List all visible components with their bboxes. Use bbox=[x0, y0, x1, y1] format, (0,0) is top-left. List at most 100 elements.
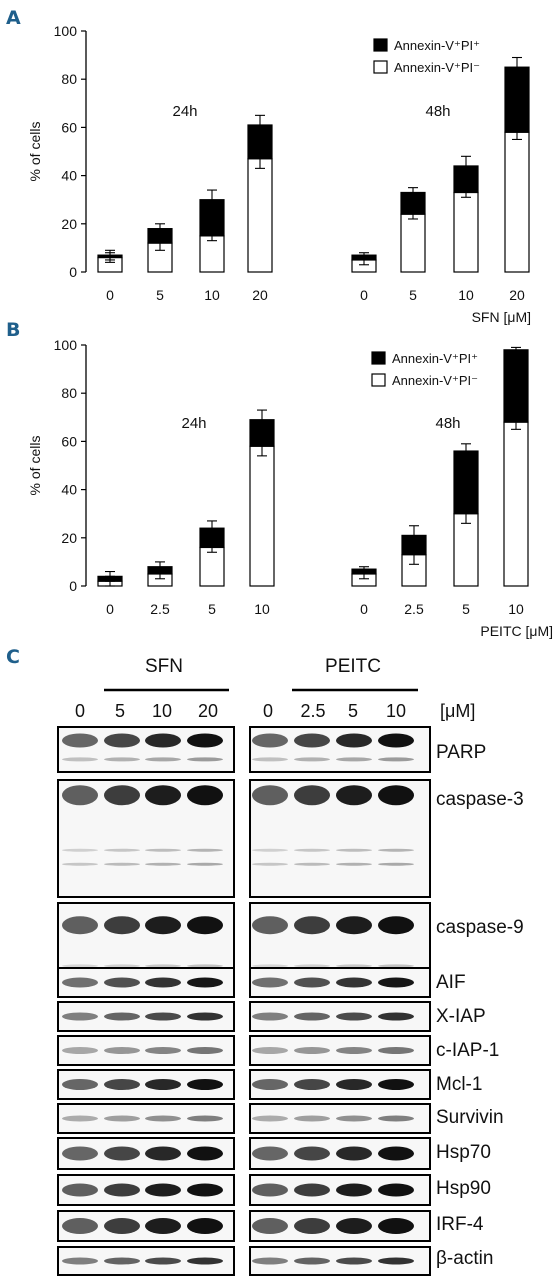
chart-a-legend-swatch-0 bbox=[373, 38, 388, 52]
blot-label-8: Hsp70 bbox=[436, 1142, 491, 1163]
blot-row-parp: PARP bbox=[57, 726, 486, 773]
band-sfn-1-0-2 bbox=[145, 785, 181, 806]
chart-a-y-axis-label: % of cells bbox=[27, 122, 43, 182]
band-peitc-10-0-0 bbox=[252, 1218, 288, 1234]
band-sfn-0-0-2 bbox=[145, 733, 181, 748]
blot-label-11: β-actin bbox=[436, 1248, 493, 1269]
band-sfn-2-0-3 bbox=[187, 916, 223, 935]
chart-b-bar-white-6 bbox=[453, 513, 479, 587]
band-sfn-0-1-2 bbox=[145, 757, 181, 762]
band-sfn-5-0-2 bbox=[145, 1047, 181, 1054]
chart-b-y-tick-label-0: 0 bbox=[69, 578, 77, 594]
chart-b-x-tick-label-6: 5 bbox=[462, 601, 470, 617]
band-sfn-8-0-0 bbox=[62, 1146, 98, 1161]
band-peitc-10-0-3 bbox=[378, 1218, 414, 1234]
blot-row-irf-4: IRF-4 bbox=[57, 1210, 484, 1242]
chart-b-bar-black-6 bbox=[453, 450, 479, 515]
chart-b-x-tick-label-7: 10 bbox=[508, 601, 524, 617]
chart-b-x-tick-label-0: 0 bbox=[106, 601, 114, 617]
band-sfn-2-0-1 bbox=[104, 916, 140, 935]
band-peitc-2-1-0 bbox=[252, 964, 288, 968]
chart-b-group-label-0: 24h bbox=[181, 415, 206, 432]
chart-b-group-label-1: 48h bbox=[435, 415, 460, 432]
band-sfn-1-1-2 bbox=[145, 848, 181, 852]
blot-label-0: PARP bbox=[436, 742, 486, 763]
band-peitc-5-0-3 bbox=[378, 1047, 414, 1054]
chart-a-x-tick-label-1: 5 bbox=[156, 287, 164, 303]
band-sfn-7-0-3 bbox=[187, 1115, 223, 1122]
band-sfn-5-0-1 bbox=[104, 1047, 140, 1054]
band-sfn-6-0-2 bbox=[145, 1079, 181, 1090]
band-peitc-11-0-1 bbox=[294, 1257, 330, 1265]
band-sfn-2-0-2 bbox=[145, 916, 181, 935]
band-sfn-2-1-1 bbox=[104, 964, 140, 968]
band-sfn-3-0-1 bbox=[104, 977, 140, 988]
band-peitc-6-0-1 bbox=[294, 1079, 330, 1090]
band-peitc-3-0-3 bbox=[378, 977, 414, 988]
band-peitc-7-0-3 bbox=[378, 1115, 414, 1122]
band-sfn-1-1-0 bbox=[62, 848, 98, 852]
band-sfn-7-0-0 bbox=[62, 1115, 98, 1122]
conc-sfn-4: 20 bbox=[198, 701, 218, 721]
chart-b-legend-swatch-0 bbox=[371, 351, 386, 365]
band-peitc-7-0-1 bbox=[294, 1115, 330, 1122]
band-sfn-1-2-3 bbox=[187, 862, 223, 866]
band-peitc-8-0-1 bbox=[294, 1146, 330, 1161]
band-peitc-6-0-0 bbox=[252, 1079, 288, 1090]
band-sfn-0-0-0 bbox=[62, 733, 98, 748]
band-sfn-4-0-0 bbox=[62, 1012, 98, 1021]
band-peitc-2-1-3 bbox=[378, 964, 414, 968]
band-peitc-0-1-0 bbox=[252, 757, 288, 762]
band-peitc-1-0-2 bbox=[336, 785, 372, 806]
band-sfn-6-0-0 bbox=[62, 1079, 98, 1090]
band-sfn-8-0-3 bbox=[187, 1146, 223, 1161]
chart-a-y-tick-label-3: 60 bbox=[61, 119, 77, 135]
band-peitc-5-0-2 bbox=[336, 1047, 372, 1054]
band-sfn-2-1-3 bbox=[187, 964, 223, 968]
chart-b-x-tick-label-3: 10 bbox=[254, 601, 270, 617]
band-sfn-10-0-2 bbox=[145, 1218, 181, 1234]
conc-peitc-4: 10 bbox=[386, 701, 406, 721]
band-peitc-10-0-2 bbox=[336, 1218, 372, 1234]
band-sfn-6-0-3 bbox=[187, 1079, 223, 1090]
band-sfn-1-0-3 bbox=[187, 785, 223, 806]
panel-c-letter: C bbox=[6, 646, 20, 668]
chart-a-x-tick-label-5: 5 bbox=[409, 287, 417, 303]
blot-row-survivin: Survivin bbox=[57, 1103, 504, 1134]
blot-row-c-iap-1: c-IAP-1 bbox=[57, 1035, 499, 1066]
chart-a-legend-label-1: Annexin-V⁺PI⁻ bbox=[394, 60, 480, 75]
chart-b-legend-label-0: Annexin-V⁺PI⁺ bbox=[392, 351, 478, 366]
band-peitc-7-0-0 bbox=[252, 1115, 288, 1122]
chart-b-y-tick-label-2: 40 bbox=[61, 482, 77, 498]
band-peitc-2-1-1 bbox=[294, 964, 330, 968]
band-peitc-3-0-0 bbox=[252, 977, 288, 988]
chart-a-bar-white-3 bbox=[247, 158, 273, 273]
band-sfn-0-1-0 bbox=[62, 757, 98, 762]
band-peitc-5-0-1 bbox=[294, 1047, 330, 1054]
blot-row-hsp70: Hsp70 bbox=[57, 1137, 491, 1170]
blot-row-caspase-3: caspase-3 bbox=[57, 779, 524, 898]
band-peitc-0-1-3 bbox=[378, 757, 414, 762]
chart-a-y-tick-label-1: 20 bbox=[61, 216, 77, 232]
band-peitc-11-0-2 bbox=[336, 1257, 372, 1265]
band-peitc-9-0-0 bbox=[252, 1183, 288, 1197]
band-sfn-5-0-3 bbox=[187, 1047, 223, 1054]
band-sfn-1-2-1 bbox=[104, 862, 140, 866]
band-peitc-4-0-3 bbox=[378, 1012, 414, 1021]
chart-b-y-tick-label-4: 80 bbox=[61, 385, 77, 401]
blot-label-1: caspase-3 bbox=[436, 789, 524, 810]
chart-a-y-tick-label-2: 40 bbox=[61, 168, 77, 184]
band-peitc-0-1-2 bbox=[336, 757, 372, 762]
chart-b-y-tick-label-1: 20 bbox=[61, 530, 77, 546]
chart-b-bar-white-5 bbox=[401, 554, 427, 587]
band-peitc-1-2-3 bbox=[378, 862, 414, 866]
chart-b-bar-white-2 bbox=[199, 546, 225, 587]
chart-a-legend-label-0: Annexin-V⁺PI⁺ bbox=[394, 38, 480, 53]
band-sfn-5-0-0 bbox=[62, 1047, 98, 1054]
conc-peitc-2: 2.5 bbox=[300, 701, 325, 721]
band-sfn-1-1-1 bbox=[104, 848, 140, 852]
band-sfn-11-0-1 bbox=[104, 1257, 140, 1265]
chart-b-legend-swatch-1 bbox=[371, 373, 386, 387]
band-peitc-0-0-2 bbox=[336, 733, 372, 748]
